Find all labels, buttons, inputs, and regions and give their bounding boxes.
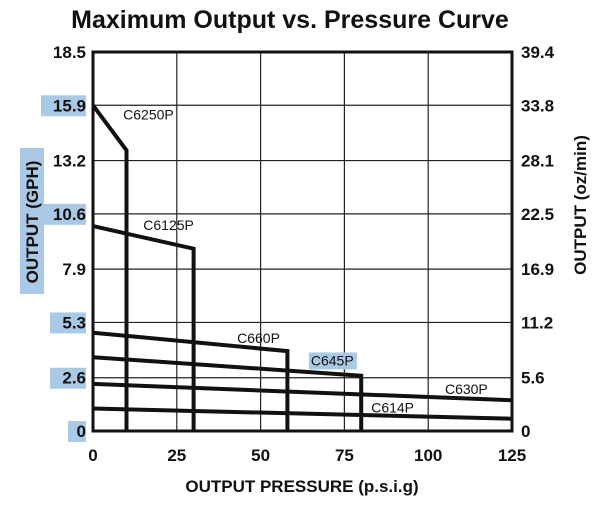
series-label-highlight-C645P (308, 352, 357, 370)
series-line-C660P (92, 330, 290, 431)
y-right-tick-label-0: 0 (521, 422, 530, 441)
x-tick-label-2: 50 (251, 446, 270, 465)
y-left-tick-label-6: 15.9 (53, 96, 86, 115)
y-left-tick-highlight-6 (41, 95, 86, 117)
y-right-tick-label-6: 33.8 (521, 96, 554, 115)
series-line-C645P (92, 355, 364, 431)
chart-title: Maximum Output vs. Pressure Curve (71, 6, 509, 34)
x-tick-label-4: 100 (414, 446, 442, 465)
series-label-C660P: C660P (237, 330, 280, 346)
series-line-C614P (92, 406, 513, 421)
y-right-tick-label-5: 28.1 (521, 152, 554, 171)
y-left-tick-highlight-2 (50, 312, 86, 334)
y-right-axis-label: OUTPUT (oz/min) (571, 135, 590, 275)
y-left-tick-label-3: 7.9 (62, 260, 86, 279)
x-tick-label-3: 75 (335, 446, 354, 465)
series-line-C630P (92, 381, 513, 403)
y-left-axis-label: OUTPUT (GPH) (23, 161, 42, 284)
series-label-C645P: C645P (311, 352, 354, 368)
y-left-tick-label-1: 2.6 (62, 369, 86, 388)
series-label-C630P: C630P (445, 381, 488, 397)
y-right-tick-label-1: 5.6 (521, 369, 545, 388)
x-tick-label-5: 125 (498, 446, 526, 465)
x-tick-label-0: 0 (88, 446, 97, 465)
series-line-C6125P (92, 224, 196, 431)
y-left-tick-highlight-4 (41, 203, 86, 225)
series-labels: C6250P C6125P C660P C645P C630P C614P (123, 107, 488, 416)
x-tick-labels: 0 25 50 75 100 125 (88, 446, 526, 465)
y-right-tick-label-3: 16.9 (521, 260, 554, 279)
y-left-tick-highlight-0 (68, 421, 86, 442)
y-left-tick-highlight-1 (50, 367, 86, 389)
y-left-tick-label-5: 13.2 (53, 152, 86, 171)
y-left-tick-label-4: 10.6 (53, 205, 86, 224)
series-label-C614P: C614P (371, 400, 414, 416)
x-tick-label-1: 25 (167, 446, 186, 465)
y-left-tick-label-7: 18.5 (53, 43, 86, 62)
y-right-tick-label-4: 22.5 (521, 205, 554, 224)
series-layer (91, 104, 513, 431)
y-right-tick-label-2: 11.2 (521, 313, 553, 332)
y-right-tick-label-7: 39.4 (521, 43, 555, 62)
y-left-tick-label-2: 5.3 (62, 313, 86, 332)
y-left-label-highlight (20, 148, 44, 294)
series-label-C6250P: C6250P (123, 107, 174, 123)
y-left-tick-label-0: 0 (77, 422, 86, 441)
plot-frame (91, 50, 514, 433)
y-left-tick-labels: 0 2.6 5.3 7.9 10.6 13.2 15.9 18.5 (41, 43, 86, 442)
x-axis-label: OUTPUT PRESSURE (p.s.i.g) (185, 477, 418, 496)
series-label-C6125P: C6125P (143, 217, 194, 233)
y-right-tick-labels: 0 5.6 11.2 16.9 22.5 28.1 33.8 39.4 (521, 43, 555, 441)
